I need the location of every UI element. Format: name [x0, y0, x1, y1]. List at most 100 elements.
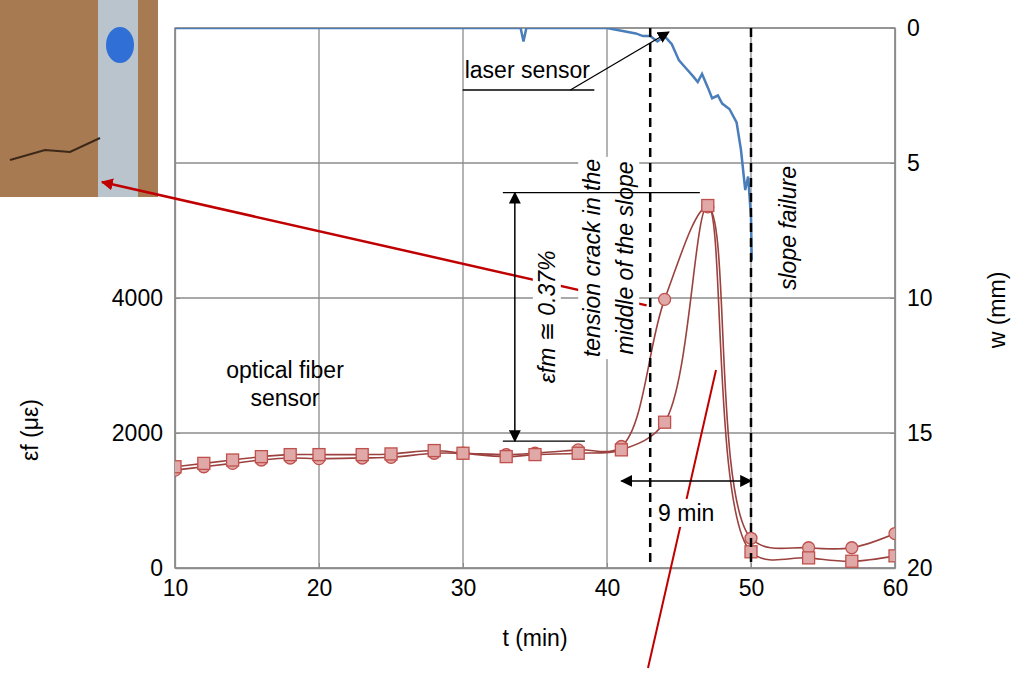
tick: 50: [739, 563, 765, 601]
tick: 0: [890, 15, 920, 41]
y-axis: 0 2000 4000: [112, 29, 180, 581]
event-line: [649, 28, 652, 568]
annotation-label: 9 min: [658, 500, 714, 526]
point: [313, 449, 325, 461]
point: [356, 449, 368, 461]
annotation-label-group: slope failure: [774, 164, 802, 292]
photo-tape: [106, 27, 134, 63]
tick-label: 20: [907, 555, 933, 581]
point: [659, 293, 671, 305]
tick: 4000: [112, 285, 180, 311]
annotation-label: εfm ≅ 0.37%: [534, 250, 560, 383]
point: [846, 542, 858, 554]
tick-label: 10: [907, 285, 933, 311]
point: [284, 449, 296, 461]
tick-label: 5: [907, 150, 920, 176]
text-patch: [533, 248, 561, 385]
tick-mark: [890, 163, 895, 164]
chart-root: 10 20 30 40 50 60 0 2000 4000 0 5 10 15 20 laser senso…: [0, 0, 1021, 674]
tick-mark: [890, 568, 895, 569]
tick: 15: [890, 420, 933, 446]
tick-label: 40: [595, 575, 621, 601]
plot-frame: [175, 28, 895, 568]
tick-mark: [890, 433, 895, 434]
point: [659, 416, 671, 428]
grid: [175, 28, 895, 568]
tick: 20: [307, 563, 333, 601]
photo-pipe: [98, 0, 138, 197]
point: [889, 528, 895, 540]
text-patch: [578, 157, 639, 359]
tick-mark: [463, 563, 464, 568]
point: [385, 448, 397, 460]
tick: 20: [890, 555, 933, 581]
tick: 10: [163, 563, 189, 601]
point: [846, 555, 858, 567]
tick-label: 0: [907, 15, 920, 41]
tick-label: 0: [150, 555, 163, 581]
x-axis-title: t (min): [502, 625, 567, 651]
annotation-label-group: 9 min: [656, 499, 716, 527]
point: [227, 454, 239, 466]
point: [702, 200, 714, 212]
y2-axis-title: w (mm): [984, 272, 1010, 350]
data-layer: [175, 28, 895, 567]
tick-mark: [751, 563, 752, 568]
point: [889, 550, 895, 562]
annotation-label: tension crack in themiddle of the slope: [579, 159, 638, 357]
point: [175, 461, 181, 473]
point: [255, 451, 267, 463]
photo-leader: [102, 182, 647, 305]
point: [615, 444, 627, 456]
tick: 30: [451, 563, 477, 601]
grid-line-x: [750, 28, 751, 568]
text-patch: [656, 499, 716, 527]
photo-ground: [0, 0, 158, 197]
tick: 5: [890, 150, 920, 176]
annotation-label: laser sensor: [465, 57, 591, 83]
tick-label: 30: [451, 575, 477, 601]
tick-label: 15: [907, 420, 933, 446]
tick: 60: [883, 563, 909, 601]
tick: 2000: [112, 420, 180, 446]
photo-crack: [10, 138, 100, 160]
tick: 10: [890, 285, 933, 311]
series-line: [175, 28, 752, 260]
span-arrow: [621, 480, 751, 482]
point: [428, 445, 440, 457]
point: [803, 552, 815, 564]
tick-mark: [319, 563, 320, 568]
point: [500, 451, 512, 463]
x-axis: 10 20 30 40 50 60: [163, 563, 909, 601]
tick-mark: [890, 298, 895, 299]
photo-leader: [648, 370, 716, 668]
tick: 40: [595, 563, 621, 601]
grid-line-y: [175, 162, 895, 163]
point: [457, 447, 469, 459]
point: [529, 449, 541, 461]
tick-mark: [175, 433, 180, 434]
x-axis-line: [176, 568, 896, 569]
measure-ext: [503, 192, 700, 193]
tick-mark: [175, 568, 180, 569]
y2-axis-line: [895, 29, 896, 569]
annotation-label-group: εfm ≅ 0.37%: [533, 248, 561, 385]
inset-photo: [0, 0, 158, 197]
tick-mark: [175, 298, 180, 299]
measure-arrow: [514, 193, 516, 441]
tick-label: 10: [163, 575, 189, 601]
grid-line-y: [175, 432, 895, 433]
annotation-label: optical fibersensor: [226, 357, 344, 411]
tick-label: 50: [739, 575, 765, 601]
tick-mark: [607, 563, 608, 568]
tick-label: 60: [883, 575, 909, 601]
event-line: [750, 28, 753, 568]
tick-label: 2000: [112, 420, 163, 446]
annotation-underline: [463, 89, 595, 90]
y-axis-title: εf (με): [17, 399, 43, 461]
tick-mark: [890, 28, 895, 29]
annotation-label-group: tension crack in themiddle of the slope: [578, 157, 639, 359]
chart-svg: 10 20 30 40 50 60 0 2000 4000 0 5 10 15 20 laser senso…: [0, 0, 1021, 674]
annotation-label: slope failure: [775, 166, 801, 290]
tick-label: 20: [307, 575, 333, 601]
